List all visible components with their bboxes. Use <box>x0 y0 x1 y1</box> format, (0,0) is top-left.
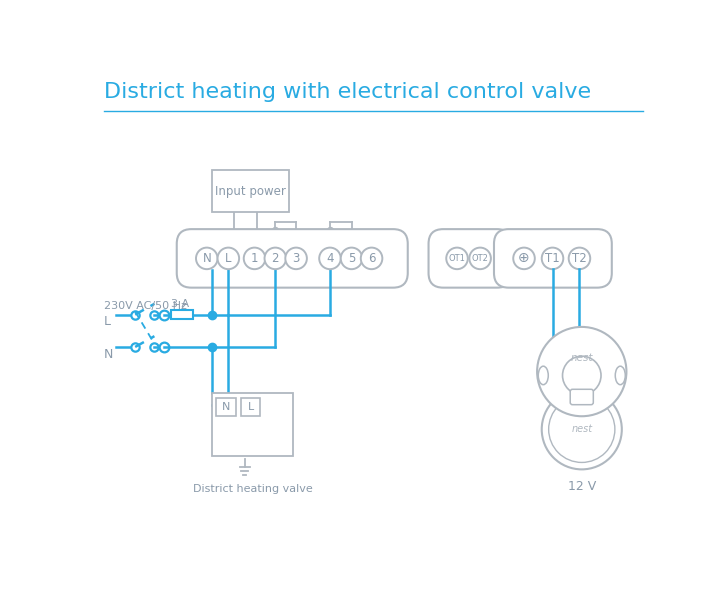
Circle shape <box>537 327 626 416</box>
FancyBboxPatch shape <box>212 393 293 456</box>
Text: L: L <box>103 315 111 328</box>
Text: OT2: OT2 <box>472 254 488 263</box>
Text: District heating with electrical control valve: District heating with electrical control… <box>103 82 590 102</box>
Circle shape <box>563 356 601 394</box>
Text: L: L <box>248 402 254 412</box>
Text: N: N <box>103 348 113 361</box>
Circle shape <box>319 248 341 269</box>
Circle shape <box>244 248 265 269</box>
Text: Input power: Input power <box>215 185 286 198</box>
Text: District heating valve: District heating valve <box>193 484 312 494</box>
Ellipse shape <box>538 366 548 385</box>
Circle shape <box>542 248 563 269</box>
Text: 3 A: 3 A <box>171 299 189 309</box>
Text: OT1: OT1 <box>448 254 465 263</box>
Circle shape <box>513 248 535 269</box>
Text: nest: nest <box>571 353 593 363</box>
Text: 5: 5 <box>348 252 355 265</box>
Text: 230V AC/50 Hz: 230V AC/50 Hz <box>103 301 186 311</box>
Ellipse shape <box>615 366 625 385</box>
Text: 4: 4 <box>326 252 333 265</box>
Text: N: N <box>222 402 230 412</box>
FancyBboxPatch shape <box>241 398 261 416</box>
Circle shape <box>569 248 590 269</box>
Circle shape <box>196 248 218 269</box>
Text: T2: T2 <box>572 252 587 265</box>
Circle shape <box>361 248 382 269</box>
FancyBboxPatch shape <box>570 389 593 405</box>
Text: 12 V: 12 V <box>568 480 596 493</box>
FancyBboxPatch shape <box>177 229 408 287</box>
Circle shape <box>446 248 468 269</box>
Circle shape <box>542 389 622 469</box>
FancyBboxPatch shape <box>171 310 193 319</box>
Circle shape <box>341 248 363 269</box>
Text: 1: 1 <box>250 252 258 265</box>
FancyBboxPatch shape <box>429 229 512 287</box>
Circle shape <box>264 248 286 269</box>
Circle shape <box>549 396 615 463</box>
Text: 2: 2 <box>272 252 279 265</box>
FancyBboxPatch shape <box>216 398 236 416</box>
Circle shape <box>218 248 239 269</box>
FancyBboxPatch shape <box>494 229 612 287</box>
Text: T1: T1 <box>545 252 560 265</box>
Text: 6: 6 <box>368 252 376 265</box>
Text: N: N <box>202 252 211 265</box>
Text: 3: 3 <box>293 252 300 265</box>
Circle shape <box>470 248 491 269</box>
Text: L: L <box>225 252 232 265</box>
Text: nest: nest <box>571 424 593 434</box>
Circle shape <box>285 248 307 269</box>
FancyBboxPatch shape <box>212 170 289 212</box>
Text: ⊕: ⊕ <box>518 251 530 266</box>
